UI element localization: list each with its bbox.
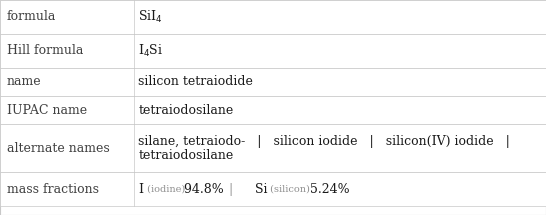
Text: silane, tetraiodo-   |   silicon iodide   |   silicon(IV) iodide   |: silane, tetraiodo- | silicon iodide | si… [138, 135, 510, 148]
Text: (iodine): (iodine) [144, 185, 186, 194]
Text: formula: formula [7, 10, 56, 23]
Bar [0, 124, 546, 172]
Text: IUPAC name: IUPAC name [7, 104, 87, 117]
Text: (silicon): (silicon) [267, 185, 310, 194]
Text: I$_{4}$Si: I$_{4}$Si [138, 43, 163, 59]
Bar [0, 172, 546, 206]
Text: Si: Si [254, 183, 267, 196]
Text: mass fractions: mass fractions [7, 183, 98, 196]
Bar [0, 96, 546, 124]
Text: I: I [138, 183, 143, 196]
Bar [0, 68, 546, 96]
Text: tetraiodosilane: tetraiodosilane [138, 149, 233, 162]
Text: 94.8%: 94.8% [180, 183, 223, 196]
Text: name: name [7, 75, 41, 88]
Text: SiI$_{4}$: SiI$_{4}$ [138, 9, 163, 25]
Text: Hill formula: Hill formula [7, 44, 83, 57]
Bar [0, 0, 546, 34]
Text: alternate names: alternate names [7, 142, 109, 155]
Bar [0, 34, 546, 68]
Text: silicon tetraiodide: silicon tetraiodide [138, 75, 253, 88]
Text: |: | [217, 183, 246, 196]
Text: tetraiodosilane: tetraiodosilane [138, 104, 233, 117]
Text: 5.24%: 5.24% [306, 183, 350, 196]
